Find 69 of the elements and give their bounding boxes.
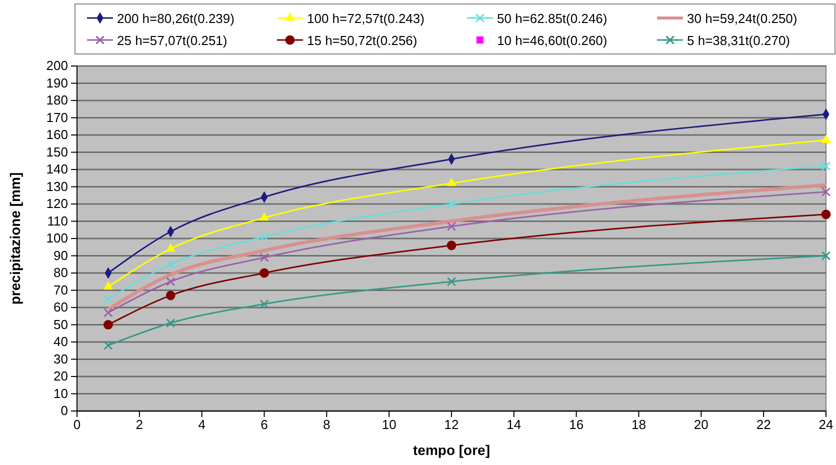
x-axis-title: tempo [ore] (413, 442, 490, 458)
point (104, 308, 113, 318)
point (166, 277, 176, 286)
y-tick-label: 110 (47, 213, 68, 228)
x-tick-label: 4 (198, 417, 206, 432)
y-tick-label: 0 (60, 403, 68, 418)
point (821, 251, 831, 260)
point (166, 290, 176, 300)
y-tick-label: 40 (54, 334, 68, 350)
legend-label: 5 h=38,31t(0.270) (687, 33, 790, 48)
point (166, 318, 176, 328)
y-tick-label: 150 (46, 144, 68, 160)
point (821, 187, 831, 197)
y-tick-label: 120 (46, 196, 68, 212)
point (821, 210, 831, 220)
point (166, 243, 176, 252)
point (821, 134, 831, 143)
y-tick-label: 80 (54, 265, 68, 280)
legend-label: 50 h=62.85t(0.246) (497, 11, 608, 26)
point (166, 260, 176, 269)
x-tick-label: 2 (136, 417, 144, 432)
x-tick-label: 20 (694, 417, 708, 432)
point (260, 232, 269, 242)
y-tick-label: 140 (46, 162, 68, 177)
x-tick-label: 18 (632, 417, 646, 432)
x-tick-label: 8 (323, 417, 330, 432)
y-tick-label: 90 (54, 248, 68, 263)
y-tick-label: 100 (46, 230, 68, 246)
point (821, 161, 831, 171)
legend-label: 100 h=72,57t(0.243) (307, 11, 424, 26)
x-tick-label: 16 (569, 417, 584, 432)
point (446, 178, 456, 186)
y-tick-label: 130 (46, 178, 68, 194)
x-tick-label: 24 (818, 417, 834, 432)
y-tick-label: 200 (46, 58, 68, 74)
point (260, 252, 269, 262)
point (259, 212, 270, 221)
y-tick-label: 160 (46, 127, 68, 142)
y-tick-label: 10 (54, 386, 68, 401)
legend-label: 10 h=46,60t(0.260) (497, 33, 608, 48)
y-tick-label: 170 (46, 110, 68, 125)
x-tick-label: 0 (73, 417, 81, 432)
point (446, 240, 456, 250)
x-tick-label: 22 (756, 417, 771, 432)
legend-label: 30 h=59,24t(0.250) (687, 11, 798, 26)
point (104, 294, 113, 304)
legend-label: 15 h=50,72t(0.256) (307, 33, 418, 48)
point (446, 199, 456, 209)
y-tick-label: 60 (54, 300, 68, 315)
y-axis-title: precipitazione [mm] (7, 172, 23, 305)
point (260, 268, 269, 278)
point (103, 320, 113, 330)
point (446, 277, 456, 286)
point (103, 281, 114, 290)
y-tick-label: 20 (54, 368, 68, 384)
x-tick-label: 12 (444, 417, 459, 432)
y-tick-label: 70 (54, 282, 68, 298)
point (446, 222, 456, 232)
x-tick-label: 14 (506, 417, 522, 432)
y-tick-label: 30 (54, 351, 68, 366)
x-tick-label: 10 (382, 417, 396, 432)
y-tick-label: 50 (54, 316, 68, 332)
legend-label: 200 h=80,26t(0.239) (117, 11, 234, 26)
y-tick-label: 190 (46, 75, 68, 90)
legend-label: 25 h=57,07t(0.251) (117, 33, 228, 48)
x-tick-label: 6 (260, 417, 268, 432)
y-tick-label: 180 (46, 92, 68, 108)
point (104, 340, 113, 350)
point (260, 299, 269, 309)
